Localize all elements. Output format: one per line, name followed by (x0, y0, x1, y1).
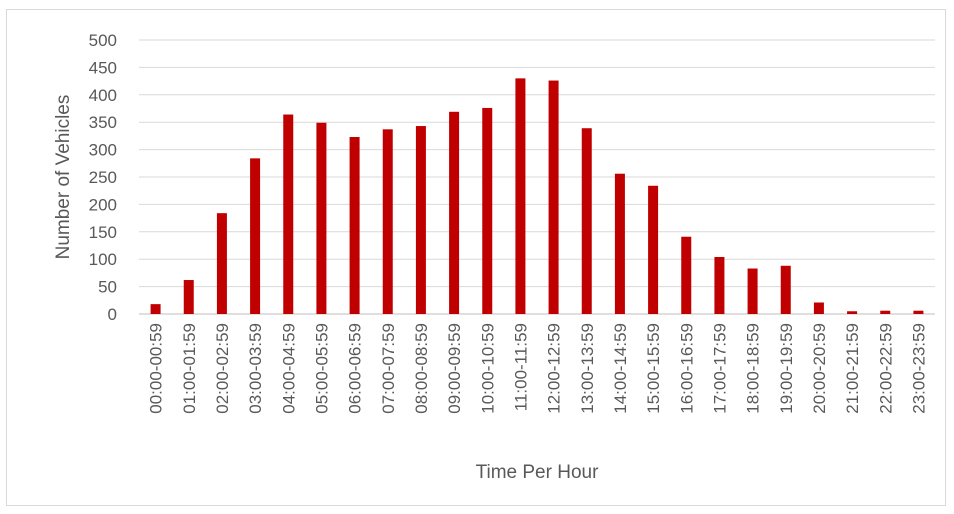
x-tick-label: 18:00-18:59 (744, 323, 763, 414)
x-tick-label: 23:00-23:59 (909, 323, 928, 414)
x-tick-label: 05:00-05:59 (312, 323, 331, 414)
bar (183, 280, 194, 314)
bar (449, 111, 460, 315)
x-tick-label: 00:00-00:59 (147, 323, 166, 414)
y-tick-label: 350 (89, 113, 117, 132)
x-tick-label: 20:00-20:59 (810, 323, 829, 414)
bar (581, 128, 592, 314)
y-tick-label: 50 (98, 278, 117, 297)
bar (847, 311, 858, 314)
bar (316, 122, 327, 314)
bar (813, 302, 824, 314)
bars (150, 78, 924, 315)
bar (648, 185, 659, 314)
bar (250, 158, 261, 314)
x-tick-label: 21:00-21:59 (843, 323, 862, 414)
bar (681, 236, 692, 314)
x-tick-label: 06:00-06:59 (346, 323, 365, 414)
y-tick-label: 500 (89, 31, 117, 50)
bar (548, 80, 559, 314)
x-tick-label: 11:00-11:59 (511, 323, 530, 411)
x-tick-label: 14:00-14:59 (611, 323, 630, 414)
x-tick-label: 09:00-09:59 (445, 323, 464, 414)
bar (747, 268, 758, 314)
bar (382, 129, 393, 314)
y-tick-label: 100 (89, 250, 117, 269)
y-tick-label: 150 (89, 223, 117, 242)
x-tick-label: 16:00-16:59 (677, 323, 696, 414)
bar (415, 126, 426, 314)
x-tick-label: 12:00-12:59 (545, 323, 564, 414)
x-tick-label: 02:00-02:59 (213, 323, 232, 414)
x-tick-label: 19:00-19:59 (777, 323, 796, 414)
bar (216, 213, 227, 314)
y-axis-title: Number of Vehicles (53, 95, 74, 260)
x-tick-labels: 00:00-00:59 01:00-01:59 02:00-02:59 03:00-0… (147, 323, 929, 414)
x-tick-label: 17:00-17:59 (710, 323, 729, 414)
bar (614, 173, 625, 314)
bar (913, 310, 924, 314)
y-tick-label: 400 (89, 86, 117, 105)
y-tick-label: 450 (89, 58, 117, 77)
bar (349, 136, 360, 314)
bar (515, 78, 526, 314)
y-tick-label: 300 (89, 141, 117, 160)
x-tick-label: 04:00-04:59 (279, 323, 298, 414)
x-tick-label: 10:00-10:59 (478, 323, 497, 414)
x-tick-label: 01:00-01:59 (180, 323, 199, 414)
y-tick-label: 0 (108, 305, 117, 324)
x-tick-label: 15:00-15:59 (644, 323, 663, 414)
bar (880, 310, 891, 314)
bar (780, 265, 791, 314)
bar (283, 114, 294, 314)
bar (482, 107, 493, 315)
y-tick-label: 200 (89, 195, 117, 214)
y-tick-labels: 0 50 100 150 200 250 300 350 400 450 500 (89, 31, 117, 324)
x-tick-label: 22:00-22:59 (876, 323, 895, 414)
x-tick-label: 03:00-03:59 (246, 323, 265, 414)
gridlines (139, 39, 935, 315)
x-axis-title: Time Per Hour (476, 462, 599, 483)
y-tick-label: 250 (89, 168, 117, 187)
bar (714, 257, 725, 314)
x-tick-label: 07:00-07:59 (379, 323, 398, 414)
x-tick-label: 08:00-08:59 (412, 323, 431, 414)
x-tick-label: 13:00-13:59 (578, 323, 597, 414)
bar (150, 304, 161, 314)
chart-frame (6, 9, 946, 506)
